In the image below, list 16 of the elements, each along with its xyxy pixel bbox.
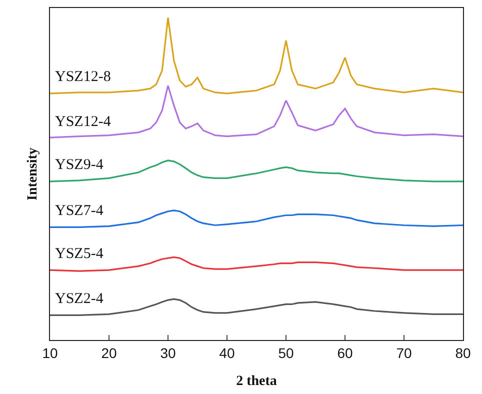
- x-tick-label: 40: [219, 344, 235, 361]
- x-tick-label: 50: [278, 344, 294, 361]
- series-label: YSZ12-8: [55, 69, 111, 85]
- x-tick-label: 80: [455, 344, 471, 361]
- series-label: YSZ7-4: [55, 203, 104, 219]
- x-tick-label: 10: [42, 344, 58, 361]
- x-tick-label: 30: [160, 344, 176, 361]
- x-tick-label: 60: [337, 344, 353, 361]
- x-axis-title: 2 theta: [236, 374, 277, 390]
- series-label: YSZ9-4: [55, 157, 104, 173]
- y-axis-title: Intensity: [26, 148, 41, 200]
- x-tick-label: 70: [396, 344, 412, 361]
- series-label: YSZ2-4: [55, 291, 104, 307]
- series-label: YSZ5-4: [55, 246, 104, 262]
- x-tick-label: 20: [101, 344, 117, 361]
- series-label: YSZ12-4: [55, 114, 112, 130]
